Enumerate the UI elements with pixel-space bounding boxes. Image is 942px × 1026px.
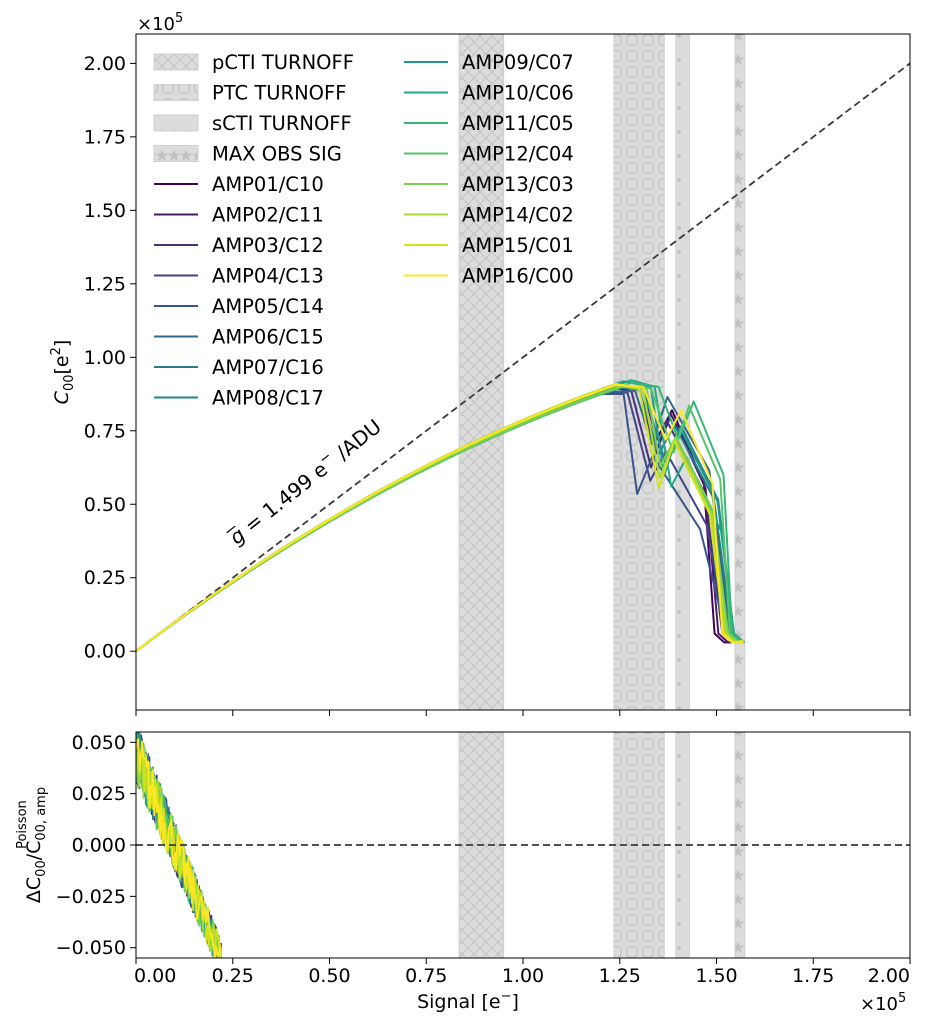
legend-entry-amp13-c03: AMP13/C03 [404,173,574,196]
legend-entry-amp07-c16: AMP07/C16 [154,356,324,379]
legend-entry-amp03-c12: AMP03/C12 [154,234,324,257]
legend-swatch [153,84,199,101]
legend-entry-amp08-c17: AMP08/C17 [154,387,324,410]
bottom-y-tick-label: −0.050 [56,937,126,959]
legend-label: AMP15/C01 [462,234,574,257]
legend-label: AMP10/C06 [462,82,574,105]
bottom-x-tick-label: 1.50 [695,965,737,987]
band-scti-turnoff [675,34,690,710]
top-y-axis-label: C00[e2] [49,340,77,405]
top-y-ticks: 0.00 0.25 0.50 0.75 1.00 1.25 1.50 1.75 2.00 [84,53,136,663]
top-y-tick-label: 1.75 [84,126,126,148]
legend-label: AMP06/C15 [212,326,324,349]
legend-label: AMP02/C11 [212,204,324,227]
top-y-tick-label: 1.50 [84,200,126,222]
legend-swatch [153,145,199,162]
legend-label: AMP05/C14 [212,295,324,318]
legend-entry-amp05-c14: AMP05/C14 [154,295,324,318]
legend-entry-amp16-c00: AMP16/C00 [404,265,574,288]
bottom-y-tick-label: −0.025 [56,886,126,908]
gain-annotation: g = 1.499 e− /ADU [224,413,386,550]
legend-label: AMP11/C05 [462,112,574,135]
top-y-tick-label: 1.00 [84,347,126,369]
legend-entry-amp09-c07: AMP09/C07 [404,51,574,74]
gain-overbar [226,525,236,534]
legend-label: AMP14/C02 [462,204,574,227]
band-max-obs-sig [734,34,746,710]
bottom-y-axis-label: ΔC00/C00, ampPoisson [15,787,49,903]
reference-gain-line-group [136,62,910,652]
amplifier-curves [136,379,745,652]
top-y-tick-label: 0.75 [84,420,126,442]
legend-entry-ptc-turnoff: PTC TURNOFF [153,82,346,105]
bottom-y-tick-label: 0.050 [72,732,126,754]
bottom-x-tick-label: 1.00 [502,965,544,987]
legend-label: sCTI TURNOFF [212,112,352,135]
legend-entry-amp01-c10: AMP01/C10 [154,173,324,196]
legend-swatch [153,53,199,71]
legend-entry-amp02-c11: AMP02/C11 [154,204,324,227]
bottom-x-tick-label: 1.75 [792,965,834,987]
bottom-x-tick-label: 2.00 [868,965,910,987]
top-y-tick-label: 0.00 [84,641,126,663]
legend-label: AMP03/C12 [212,234,324,257]
bottom-x-tick-label: 0.25 [212,965,254,987]
legend-label: MAX OBS SIG [212,143,342,166]
top-y-tick-label: 0.50 [84,494,126,516]
bottom-x-tick-label: 1.25 [599,965,641,987]
legend-entry-scti-turnoff: sCTI TURNOFF [153,112,352,135]
legend-entry-amp10-c06: AMP10/C06 [404,82,574,105]
legend-entry-amp14-c02: AMP14/C02 [404,204,574,227]
legend-swatch [153,114,199,132]
legend-entry-amp06-c15: AMP06/C15 [154,326,324,349]
legend-label: AMP04/C13 [212,265,324,288]
residual-panel: −0.050 −0.025 0.000 0.025 0.050 0.00 0.25 0.50… [15,731,911,1015]
turnoff-bands [458,34,746,710]
legend-entry-amp04-c13: AMP04/C13 [154,265,324,288]
x-axis-label: Signal [e−] [417,989,519,1013]
bottom-x-ticks: 0.00 0.25 0.50 0.75 1.00 1.25 1.50 1.75 2.00 [134,958,911,987]
bottom-y-tick-label: 0.025 [72,783,126,805]
legend-label: AMP01/C10 [212,173,324,196]
top-y-tick-label: 0.25 [84,567,126,589]
legend-label: AMP07/C16 [212,356,324,379]
band-pcti-turnoff [458,34,505,710]
legend-label: AMP12/C04 [462,143,574,166]
series-amp16-c00 [136,383,744,652]
legend-entry-amp15-c01: AMP15/C01 [404,234,574,257]
bottom-offset-text: ×105 [860,991,906,1015]
legend: pCTI TURNOFF PTC TURNOFF sCTI TURNOFF MAX O… [153,51,574,410]
legend-entry-amp12-c04: AMP12/C04 [404,143,574,166]
legend-entry-amp11-c05: AMP11/C05 [404,112,574,135]
top-offset-text: ×105 [137,11,183,35]
bottom-x-tick-label: 0.75 [405,965,447,987]
top-y-tick-label: 2.00 [84,53,126,75]
legend-label: AMP08/C17 [212,387,324,410]
bottom-y-tick-label: 0.000 [72,835,126,857]
residual-curves [136,732,222,958]
legend-label: AMP13/C03 [462,173,574,196]
top-x-ticks [135,710,911,716]
reference-gain-line [136,62,910,652]
legend-entry-pcti-turnoff: pCTI TURNOFF [153,51,354,74]
ptc-panel: 0.00 0.25 0.50 0.75 1.00 1.25 1.50 1.75 2.00 ×10… [49,11,911,716]
top-y-tick-label: 1.25 [84,273,126,295]
legend-label: AMP16/C00 [462,265,574,288]
legend-label: PTC TURNOFF [212,82,346,105]
bottom-y-ticks: −0.050 −0.025 0.000 0.025 0.050 [56,732,136,959]
residual-amp16-c00 [136,738,222,958]
bottom-x-tick-label: 0.00 [134,965,176,987]
band-ptc-turnoff [613,34,665,710]
legend-label: AMP09/C07 [462,51,574,74]
bottom-x-tick-label: 0.50 [308,965,350,987]
legend-label: pCTI TURNOFF [212,51,354,74]
legend-entry-max-obs-sig: MAX OBS SIG [153,143,342,166]
